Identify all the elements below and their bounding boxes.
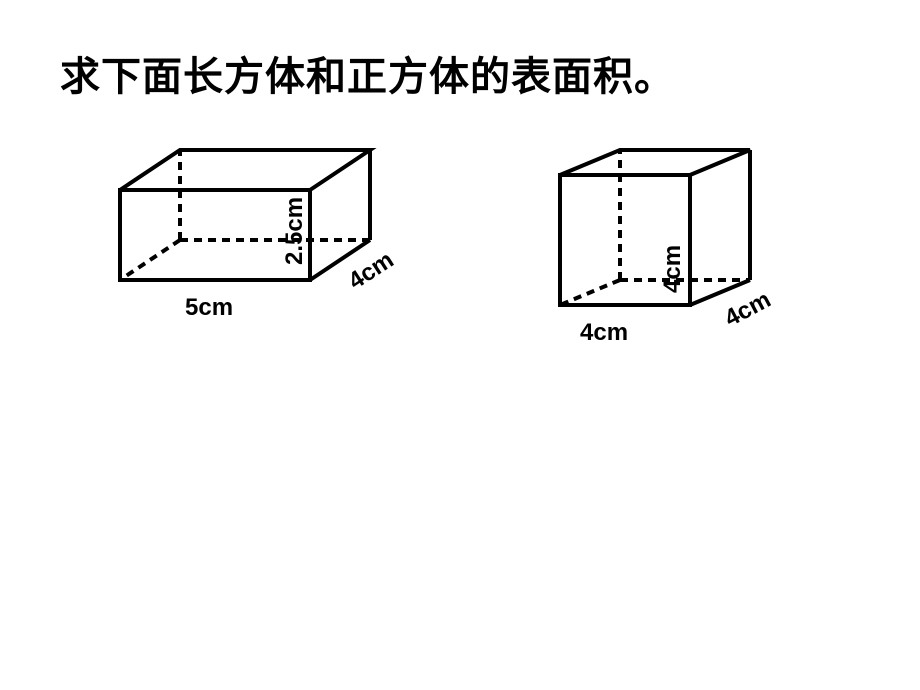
shapes-svg: 5cm 4cm 2.5cm 4cm 4cm 4cm [0, 145, 920, 375]
cube-top-face [560, 150, 750, 175]
diagram-container: 5cm 4cm 2.5cm 4cm 4cm 4cm [0, 145, 920, 375]
page-title: 求下面长方体和正方体的表面积。 [60, 44, 675, 102]
cube-width-label: 4cm [720, 286, 775, 332]
cuboid-height-label: 2.5cm [281, 197, 308, 265]
cube-height-label: 4cm [659, 245, 686, 293]
cuboid-shape [120, 150, 370, 280]
cube-shape [560, 150, 750, 305]
cube-length-label: 4cm [580, 319, 628, 346]
cuboid-back-left-diag [120, 240, 180, 280]
cube-back-left-diag [560, 280, 620, 305]
cuboid-top-face [120, 150, 370, 190]
cuboid-length-label: 5cm [185, 294, 233, 321]
